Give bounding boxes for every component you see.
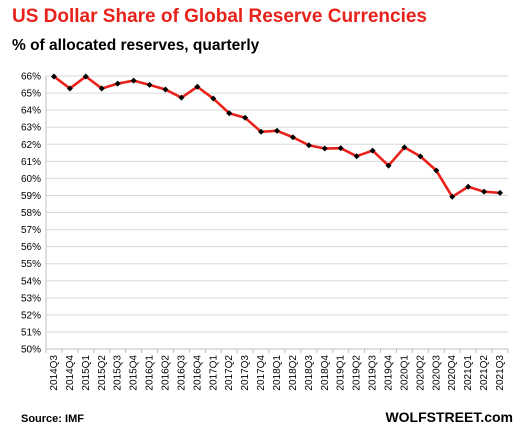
data-point [369,147,376,154]
data-point [162,86,169,93]
y-tick-label: 55% [21,259,41,270]
x-tick-label: 2018Q2 [288,355,299,391]
data-point [289,134,296,141]
x-tick-label: 2016Q2 [160,355,171,391]
y-tick-label: 62% [21,140,41,151]
data-point [497,189,504,196]
x-tick-label: 2019Q3 [368,355,379,391]
y-tick-label: 64% [21,106,41,117]
x-tick-label: 2019Q1 [336,355,347,391]
data-point [481,188,488,195]
y-tick-label: 54% [21,276,41,287]
x-tick-label: 2017Q2 [224,355,235,391]
x-tick-label: 2017Q4 [256,355,267,391]
data-point [66,85,73,92]
chart-subtitle: % of allocated reserves, quarterly [12,37,260,54]
y-tick-label: 59% [21,191,41,202]
y-tick-label: 63% [21,123,41,134]
x-tick-label: 2015Q3 [113,355,124,391]
x-tick-label: 2020Q2 [415,355,426,391]
data-point [50,73,57,80]
data-point [178,94,185,101]
x-tick-label: 2016Q3 [176,355,187,391]
x-tick-label: 2021Q3 [495,355,506,391]
data-point [226,110,233,117]
x-tick-label: 2020Q4 [447,355,458,391]
y-tick-label: 61% [21,157,41,168]
data-point [433,167,440,174]
data-point [465,183,472,190]
y-tick-label: 51% [21,327,41,338]
data-point [82,73,89,80]
data-point [210,95,217,102]
data-point [130,77,137,84]
y-tick-label: 53% [21,293,41,304]
data-point [449,193,456,200]
data-point [305,142,312,149]
x-tick-label: 2016Q4 [192,355,203,391]
x-tick-label: 2018Q4 [320,355,331,391]
y-tick-label: 60% [21,174,41,185]
data-point [385,162,392,169]
x-tick-label: 2021Q1 [463,355,474,391]
y-tick-label: 56% [21,242,41,253]
data-point [321,145,328,152]
source-note: Source: IMF [21,413,84,425]
data-point [417,153,424,160]
data-point [258,128,265,135]
y-tick-label: 52% [21,310,41,321]
x-tick-label: 2015Q2 [97,355,108,391]
data-point [337,145,344,152]
x-tick-label: 2020Q1 [399,355,410,391]
x-tick-label: 2019Q2 [352,355,363,391]
data-point [146,81,153,88]
x-tick-label: 2019Q4 [384,355,395,391]
brand-watermark: WOLFSTREET.com [385,409,513,425]
x-tick-label: 2015Q4 [129,355,140,391]
data-point [353,153,360,160]
data-point [242,114,249,121]
x-tick-label: 2021Q2 [479,355,490,391]
y-tick-label: 50% [21,345,41,356]
x-tick-label: 2017Q1 [208,355,219,391]
x-tick-label: 2017Q3 [240,355,251,391]
x-tick-label: 2016Q1 [145,355,156,391]
x-tick-label: 2015Q1 [81,355,92,391]
data-point [401,144,408,151]
chart-title: US Dollar Share of Global Reserve Curren… [12,6,427,27]
data-point [274,127,280,134]
x-tick-label: 2014Q4 [65,355,76,391]
y-tick-label: 66% [21,72,41,83]
y-tick-label: 57% [21,225,41,236]
x-tick-label: 2014Q3 [49,355,60,391]
x-tick-label: 2020Q3 [431,355,442,391]
data-point [114,80,121,87]
data-point [194,83,201,90]
x-tick-label: 2018Q1 [272,355,283,391]
y-tick-label: 58% [21,208,41,219]
y-tick-label: 65% [21,89,41,100]
data-point [98,85,105,92]
x-tick-label: 2018Q3 [304,355,315,391]
